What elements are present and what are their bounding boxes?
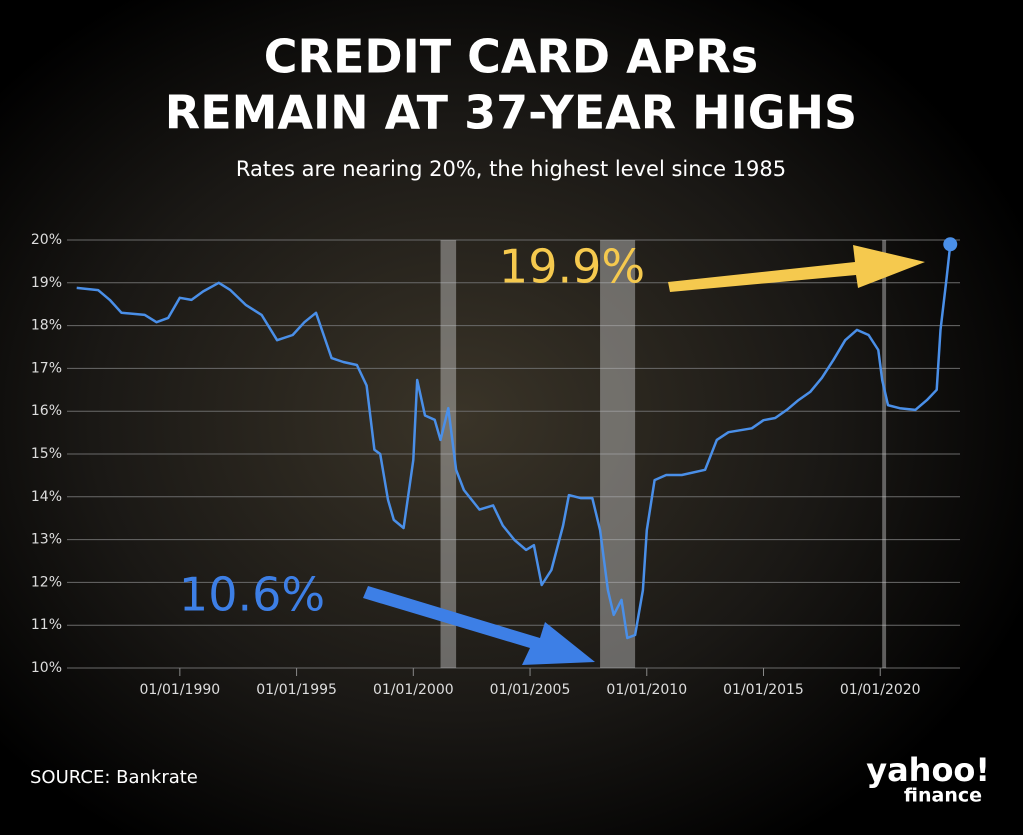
y-tick-label: 13% <box>31 532 62 548</box>
shaded-period <box>600 240 636 668</box>
y-tick-label: 17% <box>31 360 62 376</box>
y-tick-label: 18% <box>31 318 62 334</box>
annotation: 10.6% <box>179 568 325 622</box>
y-tick-label: 11% <box>31 617 62 633</box>
y-tick-label: 15% <box>31 446 62 462</box>
end-point <box>943 237 958 252</box>
logo: yahoo! <box>866 751 990 789</box>
x-tick-label: 01/01/2005 <box>490 682 571 698</box>
x-tick-label: 01/01/1990 <box>139 682 220 698</box>
title-line: CREDIT CARD APRs <box>264 30 758 84</box>
plot: 10% 11% 12% 13% 14% 15% 16% 17% 18% 19% 20% 01/01/1… <box>31 232 960 698</box>
x-tick-label: 01/01/2000 <box>373 682 454 698</box>
logo: finance <box>904 785 982 807</box>
y-tick-label: 10% <box>31 660 62 676</box>
line <box>76 244 952 640</box>
title-line: REMAIN AT 37-YEAR HIGHS <box>165 86 857 140</box>
shaded-period <box>882 240 887 668</box>
x-tick-label: 01/01/1995 <box>256 682 337 698</box>
shaded-period <box>440 240 457 668</box>
y-tick-label: 20% <box>31 232 62 248</box>
y-tick-label: 19% <box>31 275 62 291</box>
source: SOURCE: Bankrate <box>30 767 198 788</box>
arrow <box>363 586 595 665</box>
subtitle: Rates are nearing 20%, the highest level… <box>236 157 786 181</box>
y-tick-label: 12% <box>31 574 62 590</box>
x-tick-label: 01/01/2020 <box>840 682 921 698</box>
x-tick-label: 01/01/2015 <box>723 682 804 698</box>
x-tick-label: 01/01/2010 <box>606 682 687 698</box>
y-tick-label: 14% <box>31 489 62 505</box>
arrow <box>668 245 925 292</box>
annotation: 19.9% <box>499 240 645 294</box>
y-tick-label: 16% <box>31 403 62 419</box>
